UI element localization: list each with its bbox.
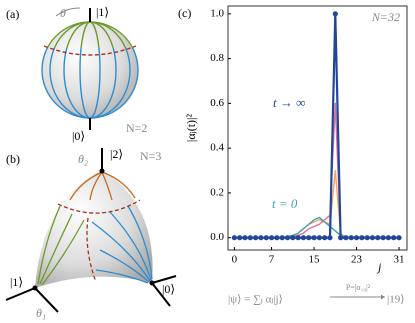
angle-arc: [55, 7, 81, 17]
point: [332, 11, 338, 17]
sphere: [42, 22, 138, 118]
y-tick-label: 0.2: [210, 186, 224, 198]
panel-b: (b) θ₂ |2⟩ N=3 |1⟩ |0⟩ θ₁: [5, 147, 177, 320]
y-tick-label: 0.8: [210, 52, 224, 64]
point: [338, 235, 344, 241]
x-tick-label: 31: [394, 254, 405, 266]
state-label: |1⟩: [10, 275, 23, 289]
y-axis-label: |αⱼ(t)|²: [184, 114, 198, 143]
formula: |19⟩: [387, 294, 405, 306]
point: [380, 235, 386, 241]
state-label: |0⟩: [162, 282, 175, 296]
x-tick-label: 23: [351, 254, 363, 266]
y-tick-label: 1.0: [210, 7, 224, 19]
panel-label: (a): [6, 7, 19, 21]
point: [306, 235, 312, 241]
point: [359, 235, 365, 241]
y-tick-label: 0.0: [210, 231, 224, 243]
point: [258, 235, 264, 241]
point: [385, 235, 392, 241]
angle-label: θ₂: [78, 152, 88, 166]
point: [268, 235, 275, 241]
axis: [34, 287, 59, 313]
flow-lines: [37, 171, 153, 286]
point: [237, 235, 243, 241]
series-label: t = 0: [272, 196, 298, 211]
point: [343, 235, 349, 241]
annotation: N=2: [126, 121, 147, 135]
simplex: [35, 170, 153, 288]
state-label: |1⟩: [96, 5, 109, 19]
panel-a: (a) θ |1⟩ |0⟩ N=2: [6, 5, 147, 143]
point: [353, 235, 360, 241]
point: [247, 235, 253, 241]
vertex: [149, 280, 155, 286]
arrowhead: [381, 294, 385, 300]
panel-label: (b): [6, 152, 20, 166]
point: [348, 235, 354, 241]
point: [322, 235, 328, 241]
series-line: [234, 102, 400, 239]
x-tick-label: 0: [232, 254, 238, 266]
point: [242, 235, 248, 241]
point: [274, 235, 280, 241]
state-label: |0⟩: [72, 129, 85, 143]
point: [364, 235, 370, 241]
annotation: N=32: [371, 10, 400, 24]
panel-label: (c): [178, 6, 191, 20]
annotation: N=3: [140, 149, 161, 163]
arrow-label: P=|α₁₉|²: [346, 283, 371, 292]
x-axis-label: j: [376, 260, 382, 274]
point: [231, 235, 237, 241]
point: [327, 235, 333, 241]
point: [253, 235, 259, 241]
y-tick-label: 0.6: [210, 97, 224, 109]
x-tick-label: 7: [269, 254, 275, 266]
state-label: |2⟩: [110, 147, 123, 161]
point: [279, 235, 285, 241]
angle-label: θ₁: [36, 306, 46, 320]
angle-label: θ: [60, 6, 66, 20]
vertex: [99, 168, 105, 174]
vertex: [32, 285, 38, 291]
point: [369, 235, 376, 241]
point: [295, 235, 301, 241]
y-tick-label: 0.4: [210, 142, 224, 154]
axis: [5, 287, 36, 301]
plot-frame: [227, 5, 408, 251]
axis: [151, 275, 177, 284]
axis: [151, 282, 171, 307]
x-tick-label: 15: [309, 254, 321, 266]
point: [391, 235, 397, 241]
series-line: [234, 12, 400, 239]
point: [284, 235, 291, 241]
point: [263, 235, 269, 241]
point: [396, 235, 402, 241]
formula: |ψ⟩ = ∑ⱼ αⱼ|j⟩: [228, 294, 283, 306]
point: [290, 235, 296, 241]
point: [300, 235, 307, 241]
point: [375, 235, 381, 241]
series-label: t → ∞: [273, 95, 305, 110]
series-line: [234, 169, 400, 239]
point: [316, 235, 322, 241]
point: [311, 235, 317, 241]
